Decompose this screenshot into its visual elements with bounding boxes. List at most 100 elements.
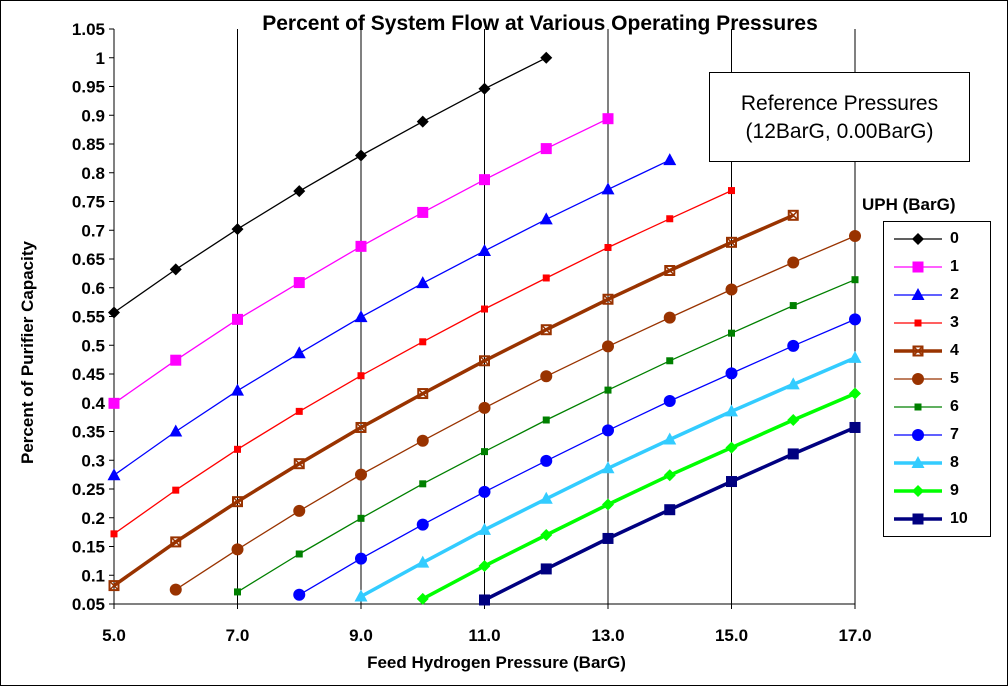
series-7 [293,313,861,601]
series-line [112,213,795,588]
data-point [479,594,490,606]
reference-pressures-box: Reference Pressures (12BarG, 0.00BarG) [709,72,970,162]
legend-item: 2 [884,281,990,309]
data-point [601,461,615,474]
data-point [481,448,488,456]
data-point [354,310,368,323]
data-point [478,560,491,573]
data-point [604,386,612,394]
legend-marker [912,485,924,497]
y-tick-label: 0.25 [72,480,105,499]
marker-frame [417,388,429,400]
legend-swatch [894,373,942,385]
data-point [726,476,737,488]
data-point [419,338,427,346]
data-point [478,82,491,95]
data-point [479,355,490,367]
marker-frame [479,355,490,367]
legend-item: 5 [884,365,990,393]
legend-swatch [894,429,942,441]
data-point [663,311,676,324]
legend-label: 4 [950,342,959,359]
data-point [357,514,365,522]
data-point [231,383,244,396]
legend-item: 9 [884,477,990,505]
legend-label: 0 [950,230,959,247]
marker-cross [788,210,799,221]
legend-marker [912,261,924,273]
data-point [602,293,614,305]
marker-frame [540,324,552,336]
series-0 [108,51,553,319]
data-point [602,113,614,125]
y-tick-label: 0.05 [72,595,105,614]
legend-item: 0 [884,225,990,253]
data-point [539,491,553,504]
legend-marker [912,373,924,385]
legend-swatch [894,233,942,245]
data-point [354,589,368,602]
data-point [293,504,306,517]
data-point [231,223,244,236]
y-tick-label: 1.05 [72,20,105,39]
data-point [725,404,738,417]
y-tick-label: 0.45 [72,365,105,384]
data-point [355,421,367,433]
series-line [421,391,856,601]
data-point [234,445,241,453]
marker-cross [912,345,924,357]
x-tick-label: 7.0 [226,626,250,645]
data-point [849,421,861,433]
series-line [237,279,856,593]
data-point [849,230,861,242]
legend-marker [912,513,924,525]
legend-item: 7 [884,421,990,449]
y-tick-label: 0.6 [81,279,105,298]
x-tick-label: 15.0 [715,626,748,645]
data-point [417,388,429,400]
series-8 [354,350,862,602]
legend-swatch [894,319,942,327]
data-point [232,496,243,508]
legend-label: 9 [950,482,959,499]
data-point [542,416,550,424]
legend-item: 8 [884,449,990,477]
marker-frame [602,293,614,305]
legend-marker [914,319,922,327]
data-point [663,469,676,482]
series-9 [416,387,861,605]
series-5 [169,230,861,596]
y-tick-label: 0.4 [81,394,105,413]
marker-cross [479,355,490,366]
x-axis-title: Feed Hydrogen Pressure (BarG) [367,653,626,672]
data-point [416,276,430,289]
series-3 [110,187,735,538]
data-point [169,424,183,437]
data-point [108,306,120,319]
series-1 [108,113,614,409]
legend-swatch [894,403,942,411]
data-point [108,580,120,592]
data-point [726,236,737,248]
legend-label: 2 [950,286,959,303]
data-point [728,187,735,195]
x-tick-label: 13.0 [591,626,624,645]
series-line [113,159,671,476]
data-point [110,530,118,538]
data-point [602,532,614,544]
data-point [849,387,861,400]
data-point [666,357,674,365]
data-point [540,143,552,155]
data-point [416,518,429,531]
legend-swatch [894,456,942,468]
data-point [601,182,615,195]
series-line [298,318,856,596]
marker-cross [170,536,181,547]
data-point [663,395,676,408]
data-point [355,149,367,162]
y-tick-label: 0.5 [81,336,105,355]
x-tick-label: 11.0 [468,626,500,645]
series-10 [479,421,861,606]
data-point [787,414,800,426]
data-point [848,350,862,363]
